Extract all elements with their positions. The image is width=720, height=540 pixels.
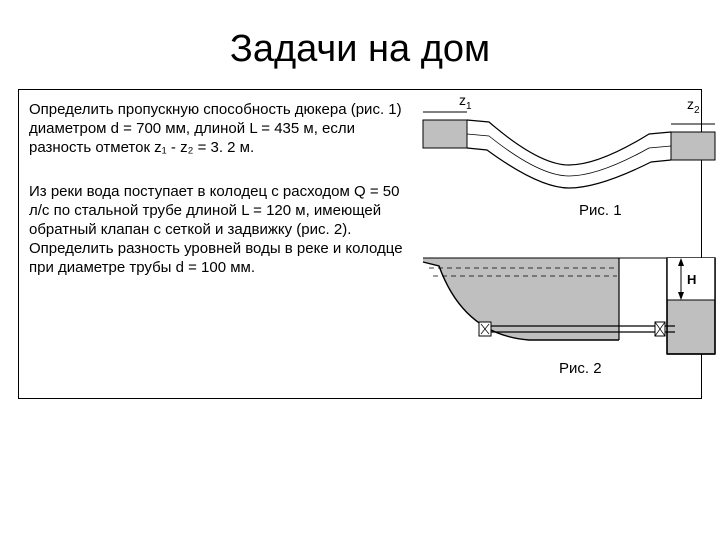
figure-2-caption: Рис. 2 xyxy=(559,360,602,377)
z1-label: z1 xyxy=(459,92,472,112)
problem-1-text: Определить пропускную способность дюкера… xyxy=(29,100,409,158)
content-frame: Определить пропускную способность дюкера… xyxy=(18,89,702,399)
page-title: Задачи на дом xyxy=(0,0,720,89)
figures-area: z1 z2 Рис. 1 xyxy=(419,90,719,400)
h-label: H xyxy=(687,272,696,287)
z2-label: z2 xyxy=(687,96,700,116)
figure-1-caption: Рис. 1 xyxy=(579,202,622,219)
text-column: Определить пропускную способность дюкера… xyxy=(29,100,409,278)
problem-2-text: Из реки вода поступает в колодец с расхо… xyxy=(29,182,409,278)
